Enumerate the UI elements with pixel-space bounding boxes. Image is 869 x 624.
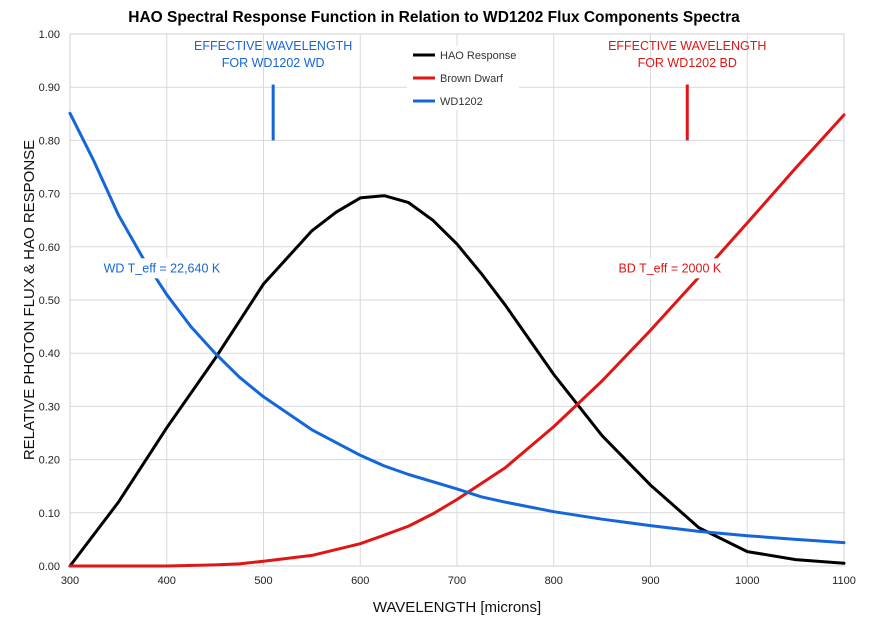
x-tick-label: 300 [61, 575, 79, 587]
y-tick-label: 1.00 [39, 29, 60, 41]
tick-labels: 0.00 0.10 0.20 0.30 0.40 0.50 0.60 0.70 0.80 0.90… [39, 29, 856, 587]
x-tick-label: 900 [641, 575, 659, 587]
y-tick-label: 0.90 [39, 82, 60, 94]
legend: HAO Response Brown Dwarf WD1202 [407, 46, 519, 110]
chart-title: HAO Spectral Response Function in Relati… [128, 9, 740, 26]
annotations: EFFECTIVE WAVELENGTH FOR WD1202 WD EFFECTI… [88, 39, 766, 279]
annotation-background [603, 258, 737, 279]
effective-wavelength-markers [271, 84, 689, 141]
x-tick-label: 400 [158, 575, 176, 587]
y-axis-label: RELATIVE PHOTON FLUX & HAO RESPONSE [21, 140, 38, 460]
series-line-wd1202 [68, 111, 846, 545]
y-tick-label: 0.00 [39, 561, 60, 573]
legend-label: HAO Response [440, 50, 516, 62]
y-tick-label: 0.30 [39, 401, 60, 413]
series-line-hao-response [68, 194, 846, 568]
plot-frame [69, 33, 845, 567]
x-axis-label: WAVELENGTH [microns] [373, 599, 541, 616]
x-tick-label: 1000 [735, 575, 759, 587]
annotation-text: WD T_eff = 22,640 K [104, 261, 221, 275]
annotation-text: EFFECTIVE WAVELENGTH [194, 39, 352, 53]
y-tick-label: 0.50 [39, 295, 60, 307]
y-tick-label: 0.80 [39, 135, 60, 147]
y-tick-label: 0.40 [39, 348, 60, 360]
y-tick-label: 0.60 [39, 242, 60, 254]
annotation-text: EFFECTIVE WAVELENGTH [608, 39, 766, 53]
y-tick-label: 0.70 [39, 189, 60, 201]
y-tick-label: 0.20 [39, 455, 60, 467]
x-tick-label: 600 [351, 575, 369, 587]
annotation-text: BD T_eff = 2000 K [618, 261, 721, 275]
x-tick-label: 1100 [832, 575, 856, 587]
x-tick-label: 700 [448, 575, 466, 587]
annotation-text: FOR WD1202 BD [638, 56, 737, 70]
annotation-text: FOR WD1202 WD [222, 56, 325, 70]
annotation-background [88, 258, 236, 279]
legend-label: Brown Dwarf [440, 73, 504, 85]
y-tick-label: 0.10 [39, 508, 60, 520]
legend-label: WD1202 [440, 96, 483, 108]
x-tick-label: 500 [254, 575, 272, 587]
x-tick-label: 800 [545, 575, 563, 587]
